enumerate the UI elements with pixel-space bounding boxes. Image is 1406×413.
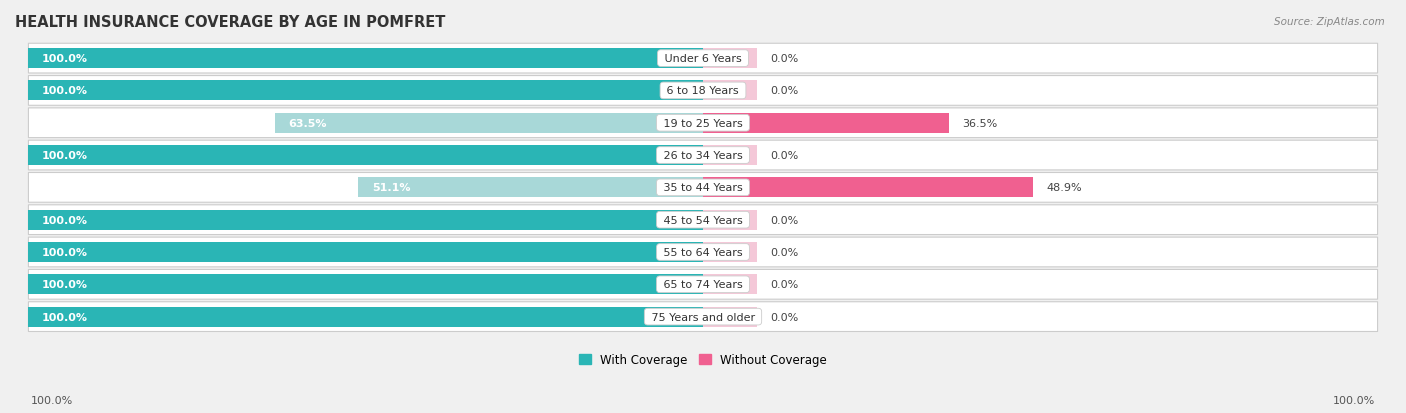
- Text: 0.0%: 0.0%: [770, 312, 799, 322]
- Text: 63.5%: 63.5%: [288, 119, 326, 128]
- Text: 45 to 54 Years: 45 to 54 Years: [659, 215, 747, 225]
- Bar: [703, 307, 756, 327]
- Legend: With Coverage, Without Coverage: With Coverage, Without Coverage: [574, 349, 832, 371]
- Text: 100.0%: 100.0%: [42, 54, 89, 64]
- FancyBboxPatch shape: [28, 44, 1378, 74]
- Bar: [28, 49, 703, 69]
- Text: 48.9%: 48.9%: [1046, 183, 1083, 193]
- Text: 0.0%: 0.0%: [770, 86, 799, 96]
- Text: 100.0%: 100.0%: [31, 395, 73, 405]
- Text: 75 Years and older: 75 Years and older: [648, 312, 758, 322]
- Text: Source: ZipAtlas.com: Source: ZipAtlas.com: [1274, 17, 1385, 26]
- Text: 0.0%: 0.0%: [770, 151, 799, 161]
- Bar: [28, 275, 703, 294]
- Text: 6 to 18 Years: 6 to 18 Years: [664, 86, 742, 96]
- Text: 100.0%: 100.0%: [42, 312, 89, 322]
- Text: 100.0%: 100.0%: [1333, 395, 1375, 405]
- Text: 0.0%: 0.0%: [770, 247, 799, 257]
- Text: 36.5%: 36.5%: [963, 119, 998, 128]
- Text: 0.0%: 0.0%: [770, 54, 799, 64]
- Bar: [274, 114, 703, 133]
- FancyBboxPatch shape: [28, 205, 1378, 235]
- Text: 19 to 25 Years: 19 to 25 Years: [659, 119, 747, 128]
- FancyBboxPatch shape: [28, 76, 1378, 106]
- FancyBboxPatch shape: [28, 173, 1378, 203]
- Bar: [703, 114, 949, 133]
- Text: 100.0%: 100.0%: [42, 247, 89, 257]
- Bar: [703, 49, 756, 69]
- Bar: [28, 210, 703, 230]
- FancyBboxPatch shape: [28, 109, 1378, 138]
- Text: 100.0%: 100.0%: [42, 86, 89, 96]
- Bar: [359, 178, 703, 198]
- Bar: [703, 146, 756, 166]
- Bar: [28, 81, 703, 101]
- Text: 100.0%: 100.0%: [42, 280, 89, 290]
- FancyBboxPatch shape: [28, 270, 1378, 299]
- FancyBboxPatch shape: [28, 302, 1378, 332]
- Bar: [28, 146, 703, 166]
- Bar: [703, 81, 756, 101]
- Text: 35 to 44 Years: 35 to 44 Years: [659, 183, 747, 193]
- Bar: [703, 178, 1033, 198]
- Bar: [703, 210, 756, 230]
- Text: 26 to 34 Years: 26 to 34 Years: [659, 151, 747, 161]
- Text: 100.0%: 100.0%: [42, 151, 89, 161]
- FancyBboxPatch shape: [28, 237, 1378, 267]
- Text: 51.1%: 51.1%: [371, 183, 411, 193]
- Bar: [28, 307, 703, 327]
- Bar: [28, 242, 703, 262]
- Text: 65 to 74 Years: 65 to 74 Years: [659, 280, 747, 290]
- Text: Under 6 Years: Under 6 Years: [661, 54, 745, 64]
- FancyBboxPatch shape: [28, 141, 1378, 171]
- Bar: [703, 242, 756, 262]
- Bar: [703, 275, 756, 294]
- Text: 100.0%: 100.0%: [42, 215, 89, 225]
- Text: 55 to 64 Years: 55 to 64 Years: [659, 247, 747, 257]
- Text: 0.0%: 0.0%: [770, 215, 799, 225]
- Text: 0.0%: 0.0%: [770, 280, 799, 290]
- Text: HEALTH INSURANCE COVERAGE BY AGE IN POMFRET: HEALTH INSURANCE COVERAGE BY AGE IN POMF…: [15, 15, 446, 30]
